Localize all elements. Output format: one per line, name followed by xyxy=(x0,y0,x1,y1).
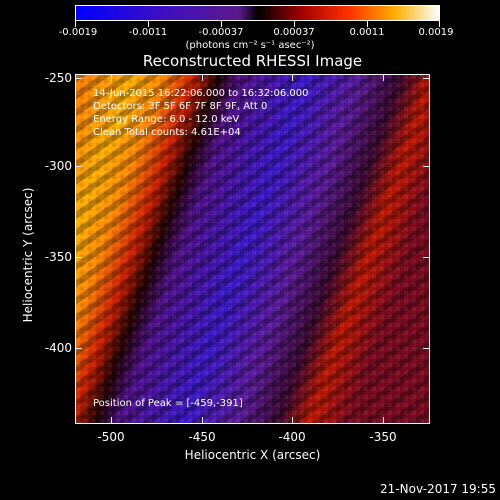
x-axis-title: Heliocentric X (arcsec) xyxy=(184,448,321,462)
y-axis-title: Heliocentric Y (arcsec) xyxy=(21,187,35,323)
colorbar-tick xyxy=(294,21,295,27)
y-tick-label: -300 xyxy=(44,159,72,173)
y-tick xyxy=(75,78,82,79)
y-tick-label: -350 xyxy=(44,250,72,264)
colorbar-label: -0.0011 xyxy=(128,27,168,38)
colorbar-tick xyxy=(148,21,149,27)
x-tick xyxy=(292,74,293,81)
rhessi-image-raster xyxy=(76,75,429,423)
image-title: Reconstructed RHESSI Image xyxy=(142,52,363,70)
x-tick-label: -500 xyxy=(97,430,125,444)
x-tick xyxy=(383,417,384,424)
y-tick-label: -250 xyxy=(44,71,72,85)
colorbar-label: -0.00037 xyxy=(198,27,244,38)
colorbar-gradient xyxy=(76,6,439,20)
colorbar-tick xyxy=(439,21,440,27)
rhessi-image xyxy=(75,74,430,424)
x-tick xyxy=(383,74,384,81)
x-tick xyxy=(292,417,293,424)
x-tick xyxy=(202,417,203,424)
y-tick xyxy=(75,348,82,349)
x-tick-label: -450 xyxy=(188,430,216,444)
colorbar-tick xyxy=(367,21,368,27)
peak-position: Position of Peak = [-459,-391] xyxy=(93,398,243,409)
x-tick-label: -400 xyxy=(278,430,306,444)
colorbar-label: 0.0011 xyxy=(349,27,385,38)
colorbar-units: (photons cm⁻² s⁻¹ asec⁻²) xyxy=(185,40,315,51)
render-date: 21-Nov-2017 19:55 xyxy=(380,482,496,496)
detectors: Detectors: 3F 5F 6F 7F 8F 9F, Att 0 xyxy=(93,101,268,112)
colorbar-label: -0.0019 xyxy=(58,27,98,38)
x-tick-label: -350 xyxy=(369,430,397,444)
colorbar-tick xyxy=(221,21,222,27)
x-tick xyxy=(111,417,112,424)
energy-range: Energy Range: 6.0 - 12.0 keV xyxy=(93,114,240,125)
colorbar-tick xyxy=(75,21,76,27)
colorbar-label: 0.00037 xyxy=(273,27,315,38)
x-tick xyxy=(202,74,203,81)
x-tick xyxy=(111,74,112,81)
y-tick xyxy=(423,257,430,258)
colorbar xyxy=(75,5,440,21)
y-tick xyxy=(75,257,82,258)
obs-time: 14-Jun-2015 16:22:06.000 to 16:32:06.000 xyxy=(93,88,309,99)
clean-counts: Clean Total counts: 4.61E+04 xyxy=(93,127,241,138)
colorbar-label: 0.0019 xyxy=(418,27,454,38)
y-tick xyxy=(423,166,430,167)
y-tick xyxy=(75,166,82,167)
y-tick-label: -400 xyxy=(44,341,72,355)
y-tick xyxy=(423,78,430,79)
y-tick xyxy=(423,348,430,349)
